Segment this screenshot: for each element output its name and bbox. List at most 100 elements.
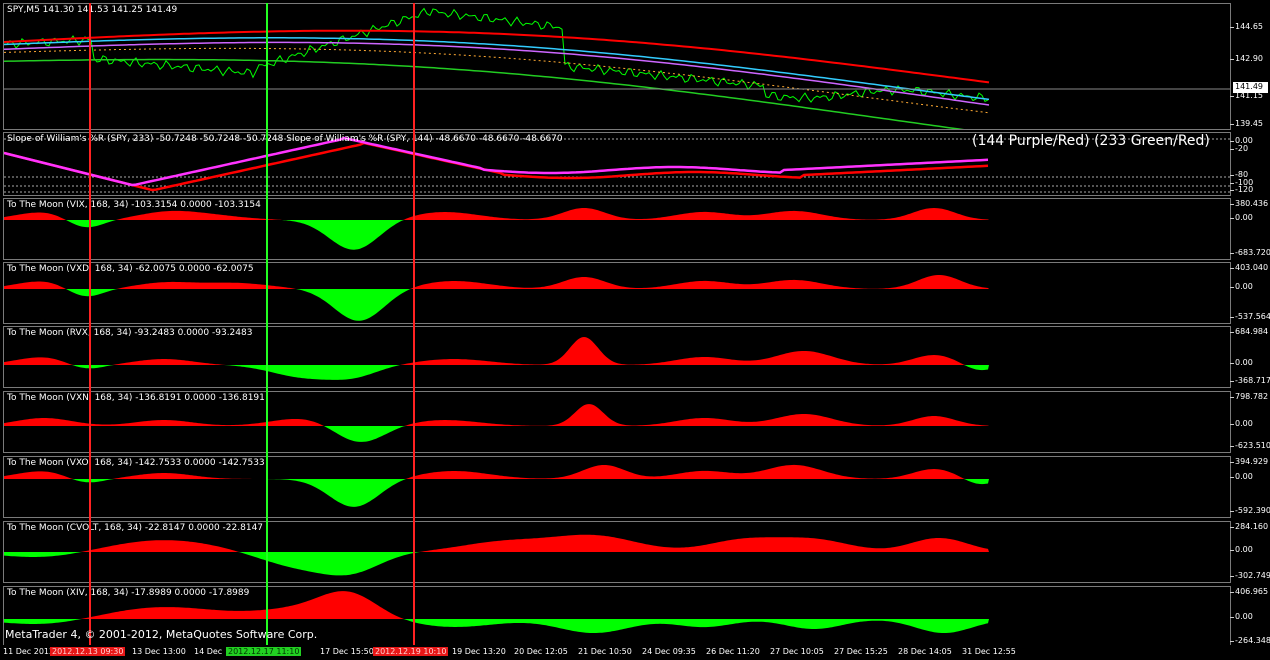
moon-histogram xyxy=(4,591,989,633)
moon-negative-area xyxy=(4,289,989,321)
moon-negative-area xyxy=(4,552,989,576)
moon-positive-area xyxy=(4,464,989,479)
moon-histogram xyxy=(4,404,989,442)
moon-pane-title: To The Moon (VXN, 168, 34) -136.8191 0.0… xyxy=(7,393,265,403)
time-label: 17 Dec 15:50 xyxy=(320,647,374,656)
moon-pane[interactable]: To The Moon (VIX, 168, 34) -103.3154 0.0… xyxy=(3,198,1231,260)
moon-scale-label: 0.00 xyxy=(1230,213,1253,222)
time-label: 28 Dec 14:05 xyxy=(898,647,952,656)
moon-scale-label: 394.929 xyxy=(1229,457,1269,466)
price-scale-label: 141.15 xyxy=(1230,91,1263,100)
time-tag-red-1: 2012.12.13 09:30 xyxy=(50,647,126,656)
moon-scale-label: 380.436 xyxy=(1229,199,1269,208)
moon-scale-label: 406.965 xyxy=(1229,587,1269,596)
moon-scale-label: 0.00 xyxy=(1230,472,1253,481)
moon-scale-label: 0.00 xyxy=(1230,612,1253,621)
time-label: 20 Dec 12:05 xyxy=(514,647,568,656)
time-tag-green: 2012.12.17 11:10 xyxy=(226,647,302,656)
time-label: 27 Dec 15:25 xyxy=(834,647,888,656)
price-pane[interactable]: SPY,M5 141.30 141.53 141.25 141.49 xyxy=(3,3,1231,130)
moon-positive-area xyxy=(4,208,989,220)
williams-scale-label: -100 xyxy=(1229,178,1254,187)
williams-scale-label: -120 xyxy=(1229,185,1254,194)
williams-scale-label: -80 xyxy=(1229,170,1249,179)
time-label: 11 Dec 2012 xyxy=(3,647,55,656)
moon-positive-area xyxy=(4,275,989,289)
moon-negative-area xyxy=(4,426,989,442)
ma-red-line xyxy=(4,29,990,84)
moon-positive-area xyxy=(4,591,989,619)
time-label: 31 Dec 12:55 xyxy=(962,647,1016,656)
moon-pane[interactable]: To The Moon (VXO, 168, 34) -142.7533 0.0… xyxy=(3,456,1231,518)
moon-pane[interactable]: To The Moon (RVX, 168, 34) -93.2483 0.00… xyxy=(3,326,1231,388)
williams-pane-title: Slope of William's %R (SPY, 233) -50.724… xyxy=(7,134,563,144)
moon-scale-label: -264.348 xyxy=(1230,636,1270,645)
time-label: 21 Dec 10:50 xyxy=(578,647,632,656)
moon-pane-title: To The Moon (VIX, 168, 34) -103.3154 0.0… xyxy=(7,200,261,210)
moon-scale-label: -537.564 xyxy=(1230,312,1270,321)
moon-scale-label: -683.720 xyxy=(1230,248,1270,257)
moon-scale-label: -592.390 xyxy=(1230,506,1270,515)
red-marker-line-2[interactable] xyxy=(413,3,415,646)
time-label: 19 Dec 13:20 xyxy=(452,647,506,656)
moon-scale-label: 798.782 xyxy=(1229,392,1269,401)
moon-scale: 798.782 0.00 -623.510 xyxy=(1229,391,1270,453)
williams-scale-label: 0.00 xyxy=(1230,136,1253,145)
moon-scale: 284.160 0.00 -302.749 xyxy=(1229,521,1270,583)
moon-scale-label: -368.717 xyxy=(1230,376,1270,385)
moon-negative-area xyxy=(4,479,989,507)
moon-pane-title: To The Moon (XIV, 168, 34) -17.8989 0.00… xyxy=(7,588,250,598)
moon-negative-area xyxy=(4,365,989,380)
williams-scale-label: -20 xyxy=(1229,144,1249,153)
price-plot xyxy=(4,7,1230,129)
moon-scale-label: 284.160 xyxy=(1229,522,1269,531)
time-label: 13 Dec 13:00 xyxy=(132,647,186,656)
moon-negative-area xyxy=(4,220,989,250)
moon-histogram xyxy=(4,534,989,576)
watermark: MetaTrader 4, © 2001-2012, MetaQuotes So… xyxy=(5,628,318,641)
williams-pane[interactable]: Slope of William's %R (SPY, 233) -50.724… xyxy=(3,132,1231,196)
moon-scale-label: 0.00 xyxy=(1230,282,1253,291)
moon-scale-label: -623.510 xyxy=(1230,441,1270,450)
moon-pane[interactable]: To The Moon (VXN, 168, 34) -136.8191 0.0… xyxy=(3,391,1231,453)
price-scale-label: 139.45 xyxy=(1230,119,1263,128)
time-tag-red-2: 2012.12.19 10:10 xyxy=(373,647,449,656)
moon-histogram xyxy=(4,275,989,321)
green-marker-line[interactable] xyxy=(266,3,268,646)
moon-histogram xyxy=(4,464,989,507)
moon-scale-label: 0.00 xyxy=(1230,545,1253,554)
moon-scale-label: 0.00 xyxy=(1230,358,1253,367)
red-marker-line-1[interactable] xyxy=(89,3,91,646)
moon-pane-title: To The Moon (RVX, 168, 34) -93.2483 0.00… xyxy=(7,328,253,338)
williams-scale: 0.00 -20 -80 -100 -120 xyxy=(1229,132,1270,196)
time-label: 27 Dec 10:05 xyxy=(770,647,824,656)
williams-plot xyxy=(4,136,1230,193)
moon-pane[interactable]: To The Moon (VXD, 168, 34) -62.0075 0.00… xyxy=(3,262,1231,324)
moon-scale-label: 403.040 xyxy=(1229,263,1269,272)
price-scale: 144.65 142.90 141.15 139.45 xyxy=(1230,3,1270,130)
moon-pane[interactable]: To The Moon (CVOLT, 168, 34) -22.8147 0.… xyxy=(3,521,1231,583)
moon-pane-title: To The Moon (VXD, 168, 34) -62.0075 0.00… xyxy=(7,264,254,274)
moon-positive-area xyxy=(4,404,989,426)
price-scale-label: 144.65 xyxy=(1230,22,1263,31)
moon-negative-area xyxy=(4,619,989,633)
moon-scale: 406.965 0.00 -264.348 xyxy=(1229,586,1270,648)
current-price-tag: 141.49 xyxy=(1233,82,1268,93)
moon-histogram xyxy=(4,208,989,250)
price-scale-label: 142.90 xyxy=(1230,54,1263,63)
price-line xyxy=(4,7,989,103)
williams-144-line xyxy=(4,136,989,187)
williams-233-line xyxy=(4,141,989,192)
moon-scale-label: -302.749 xyxy=(1230,571,1270,580)
time-axis: 11 Dec 2012 2012.12.13 09:30 13 Dec 13:0… xyxy=(0,645,1270,660)
williams-legend: (144 Purple/Red) (233 Green/Red) xyxy=(972,133,1210,149)
time-label: 14 Dec xyxy=(194,647,223,656)
ma-cyan-line xyxy=(4,37,990,101)
moon-scale-label: 0.00 xyxy=(1230,419,1253,428)
moon-scale-label: 684.984 xyxy=(1229,327,1269,336)
moon-scale: 394.929 0.00 -592.390 xyxy=(1229,456,1270,518)
moon-scale: 380.436 0.00 -683.720 xyxy=(1229,198,1270,260)
moon-scale: 684.984 0.00 -368.717 xyxy=(1229,326,1270,388)
ma-green-line xyxy=(4,58,965,129)
price-pane-title: SPY,M5 141.30 141.53 141.25 141.49 xyxy=(7,5,178,15)
